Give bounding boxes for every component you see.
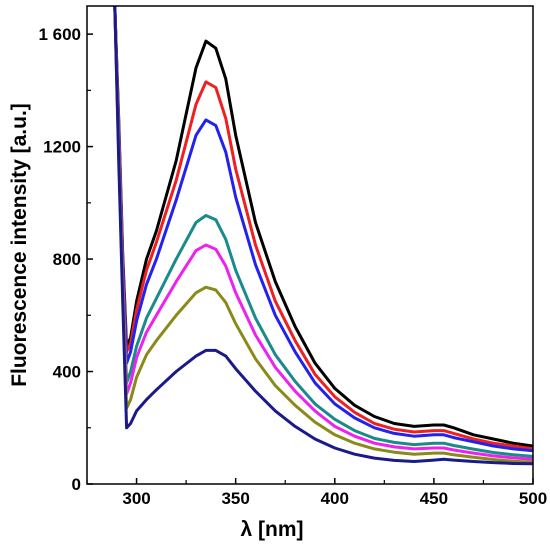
x-tick-label: 500 [519, 489, 547, 508]
y-tick-label: 800 [53, 250, 81, 269]
x-axis-title: λ [nm] [241, 518, 304, 541]
series-layer [113, 6, 533, 466]
series-line-5 [113, 6, 533, 461]
x-tick-label: 450 [420, 489, 448, 508]
y-axis-title: Fluorescence intensity [a.u.] [8, 103, 31, 387]
series-line-7 [113, 6, 533, 466]
plot-frame [86, 5, 534, 485]
y-tick-label: 1 600 [38, 25, 81, 44]
series-line-3 [113, 6, 533, 453]
y-axis-ticks: 0 400 800 1200 1 600 [38, 25, 93, 494]
series-line-6 [113, 6, 533, 464]
x-tick-label: 350 [221, 489, 249, 508]
series-line-2 [113, 6, 533, 451]
y-tick-label: 400 [53, 363, 81, 382]
y-tick-label: 1200 [43, 138, 81, 157]
x-axis-ticks: 300 350 400 450 500 [86, 478, 547, 508]
series-line-1 [113, 6, 533, 448]
series-line-4 [113, 6, 533, 458]
y-tick-label: 0 [72, 475, 81, 494]
x-tick-label: 300 [122, 489, 150, 508]
x-tick-label: 400 [321, 489, 349, 508]
